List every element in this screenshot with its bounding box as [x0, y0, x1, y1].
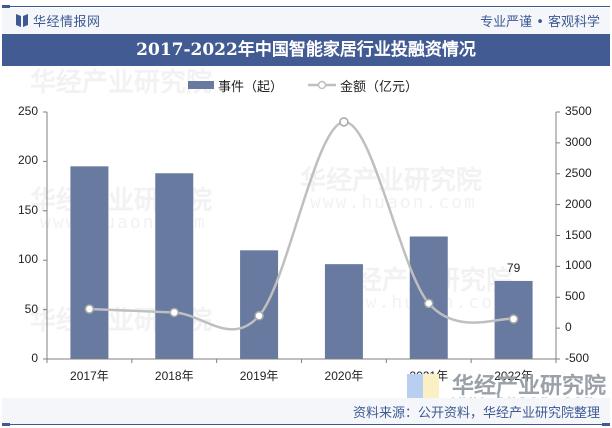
title-bar: 2017-2022年中国智能家居行业投融资情况 [2, 34, 610, 66]
bottom-rule-cap-left [2, 423, 10, 426]
left-axis-tick-label: 50 [24, 301, 38, 316]
right-axis-tick-label: 1500 [565, 227, 592, 242]
x-axis-tick-label: 2019年 [239, 369, 279, 383]
top-rule-cap [2, 5, 10, 8]
amount-point-2020年 [339, 117, 349, 127]
watermark-logo-blue [407, 374, 423, 400]
bottom-rule [2, 424, 610, 425]
amount-point-2021年 [424, 298, 434, 309]
x-axis-tick-label: 2017年 [70, 369, 109, 383]
right-axis-tick-label: 2000 [565, 196, 592, 211]
legend-line-swatch [308, 80, 336, 90]
bar-value-label: 79 [506, 260, 521, 275]
left-axis-tick-label: 100 [17, 252, 38, 267]
right-axis-tick-label: 500 [565, 289, 586, 304]
left-axis-tick-label: 250 [17, 104, 38, 118]
top-rule [2, 6, 610, 7]
slogan: 专业严谨 • 客观科学 [480, 15, 600, 30]
header-bar [2, 8, 610, 34]
chart-title: 2017-2022年中国智能家居行业投融资情况 [136, 40, 476, 60]
watermark-logo-yellow [423, 374, 439, 400]
source-note: 资料来源：公开资料，华经产业研究院整理 [352, 406, 600, 421]
brand-name: 华经情报网 [33, 15, 101, 30]
x-axis-tick-label: 2020年 [324, 369, 364, 383]
right-axis-tick-label: 1000 [565, 258, 592, 273]
bar-2017年 [70, 166, 109, 359]
amount-point-2017年 [84, 304, 95, 314]
amount-line [89, 120, 514, 331]
footer-bar [2, 398, 610, 424]
amount-point-2019年 [254, 311, 264, 321]
legend-label: 事件（起） [218, 80, 284, 95]
x-axis-tick-label: 2018年 [154, 369, 194, 383]
bar-2019年 [240, 250, 279, 359]
amount-point-2018年 [169, 307, 179, 318]
left-axis-tick-label: 0 [31, 351, 38, 365]
legend-label: 金额（亿元） [340, 80, 419, 95]
book-logo-icon [16, 14, 28, 27]
watermark-text: 华经产业研究院 [452, 374, 607, 399]
right-axis-tick-label: -500 [565, 351, 590, 365]
bottom-rule-cap-right [602, 423, 610, 426]
x-axis-tick-label: 2022年 [494, 369, 533, 383]
right-axis-tick-label: 3500 [565, 104, 592, 118]
right-axis-tick-label: 3000 [565, 134, 592, 149]
left-axis-tick-label: 150 [17, 202, 38, 217]
bar-2018年 [155, 173, 194, 359]
bar-2020年 [324, 264, 363, 359]
left-axis-tick-label: 200 [17, 153, 38, 168]
legend-bar-swatch [188, 81, 214, 89]
right-axis-tick-label: 0 [565, 320, 572, 335]
amount-point-2022年 [508, 314, 519, 324]
bar-2021年 [409, 236, 448, 359]
right-axis-tick-label: 2500 [565, 165, 592, 180]
